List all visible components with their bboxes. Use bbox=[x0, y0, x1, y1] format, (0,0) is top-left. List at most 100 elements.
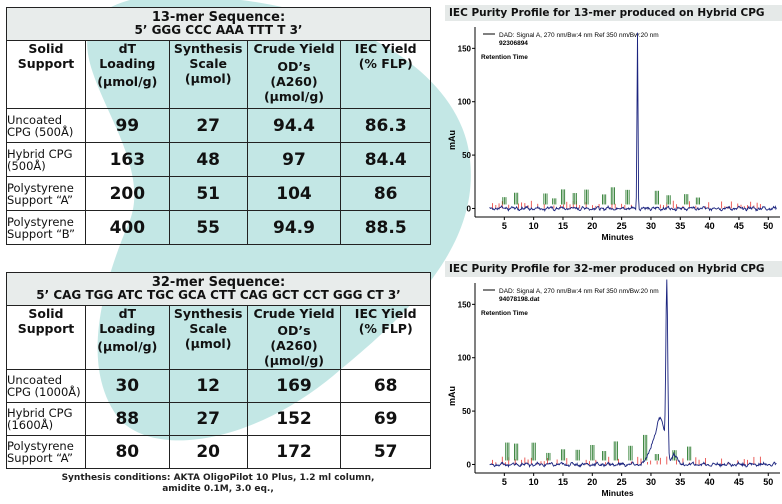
x-tick-label: 40 bbox=[705, 221, 715, 231]
loading-cell: 88 bbox=[84, 402, 170, 436]
peak-label bbox=[514, 443, 515, 461]
iec-cell: 86 bbox=[340, 176, 431, 211]
y-axis-label: mAu bbox=[447, 386, 457, 406]
peak-label bbox=[564, 449, 566, 461]
iec-cell: 57 bbox=[340, 435, 431, 469]
peak-label bbox=[666, 195, 668, 205]
crude-cell: 152 bbox=[246, 402, 342, 436]
col-header-scale: Synthesis Scale (µmol) bbox=[168, 305, 248, 370]
peak-label bbox=[506, 442, 508, 461]
peak-label bbox=[687, 194, 689, 205]
chart-title: IEC Purity Profile for 13-mer produced o… bbox=[445, 5, 782, 21]
support-cell: Polystyrene Support “B” bbox=[6, 210, 86, 245]
peak-label bbox=[690, 446, 692, 461]
x-tick-label: 5 bbox=[502, 477, 507, 487]
peak-label bbox=[574, 193, 576, 205]
peak-label bbox=[643, 434, 644, 461]
peak-label bbox=[699, 197, 700, 205]
peak-label bbox=[505, 442, 507, 461]
peak-label bbox=[605, 194, 607, 205]
x-tick-label: 5 bbox=[502, 221, 507, 231]
table-row: Polystyrene Support “B” 400 55 94.9 88.5 bbox=[6, 210, 431, 245]
retention-time-label: Retention Time bbox=[481, 54, 528, 61]
peak-label bbox=[593, 444, 595, 461]
col-header-iec-yield: IEC Yield (% FLP) bbox=[340, 40, 431, 109]
table-13mer: 13-mer Sequence: 5’ GGG CCC AAA TTT T 3’… bbox=[6, 7, 431, 245]
iec-cell: 86.3 bbox=[340, 108, 431, 143]
table-row: Hybrid CPG (1600Å) 88 27 152 69 bbox=[6, 402, 431, 436]
peak-label bbox=[616, 441, 618, 461]
x-tick-label: 20 bbox=[587, 477, 597, 487]
peak-label bbox=[587, 189, 589, 205]
support-cell: Polystyrene Support “A” bbox=[6, 176, 86, 211]
peak-labels bbox=[502, 187, 700, 205]
peak-label bbox=[514, 192, 515, 205]
peak-label bbox=[658, 190, 659, 205]
crude-cell: 169 bbox=[246, 369, 342, 403]
peak-label bbox=[603, 451, 605, 461]
crude-cell: 94.4 bbox=[246, 108, 342, 143]
peak-label bbox=[684, 194, 686, 205]
peak-label bbox=[627, 189, 628, 205]
y-tick-label: 0 bbox=[467, 204, 472, 213]
header-row: Solid Support dT Loading (µmol/g) Synthesis… bbox=[6, 305, 431, 370]
title-line: 32-mer Sequence: bbox=[151, 275, 286, 290]
peak-label bbox=[503, 197, 505, 205]
support-cell: Hybrid CPG (1600Å) bbox=[6, 402, 86, 436]
file-annotation: 94078198.dat bbox=[499, 296, 540, 303]
peak-label bbox=[697, 197, 699, 205]
peak-label bbox=[590, 444, 592, 461]
y-tick-label: 100 bbox=[458, 354, 472, 363]
file-annotation: 92306894 bbox=[499, 40, 528, 47]
signal-annotation: DAD: Signal A, 270 nm/Bw:4 nm Ref 350 nm… bbox=[499, 288, 659, 295]
peak-label bbox=[591, 444, 593, 461]
peak-label bbox=[610, 187, 612, 205]
support-cell: Polystyrene Support “A” bbox=[6, 435, 86, 469]
x-tick-label: 10 bbox=[529, 477, 539, 487]
peak-label bbox=[534, 442, 536, 461]
x-tick-label: 30 bbox=[646, 221, 656, 231]
loading-cell: 30 bbox=[84, 369, 170, 403]
peak-label bbox=[668, 195, 670, 205]
peak-label bbox=[515, 443, 517, 461]
peak-label bbox=[577, 449, 579, 461]
loading-cell: 163 bbox=[84, 142, 170, 177]
peak-label bbox=[544, 193, 546, 205]
col-header-iec-yield: IEC Yield (% FLP) bbox=[340, 305, 431, 370]
x-tick-label: 20 bbox=[587, 221, 597, 231]
table-32mer: 32-mer Sequence: 5’ CAG TGG ATC TGC GCA … bbox=[6, 272, 431, 469]
peak-label bbox=[543, 193, 545, 205]
crude-cell: 97 bbox=[246, 142, 342, 177]
loading-cell: 400 bbox=[84, 210, 170, 245]
support-cell: Uncoated CPG (1000Å) bbox=[6, 369, 86, 403]
peak-label bbox=[612, 187, 614, 205]
scale-cell: 51 bbox=[168, 176, 248, 211]
col-header-support: Solid Support bbox=[6, 305, 86, 370]
x-tick-label: 30 bbox=[646, 477, 656, 487]
x-axis-label: Minutes bbox=[601, 232, 633, 242]
retention-time-label: Retention Time bbox=[481, 310, 528, 317]
x-tick-label: 10 bbox=[529, 221, 539, 231]
chart-32mer: IEC Purity Profile for 32-mer produced o… bbox=[445, 261, 782, 501]
peak-labels bbox=[505, 434, 692, 461]
peak-label bbox=[628, 189, 630, 205]
y-tick-label: 50 bbox=[462, 151, 471, 160]
y-tick-label: 50 bbox=[462, 407, 471, 416]
col-header-crude-yield: Crude Yield OD’s (A260) (µmol/g) bbox=[246, 305, 342, 370]
peak-label bbox=[584, 189, 586, 205]
y-tick-label: 0 bbox=[467, 460, 472, 469]
iec-cell: 88.5 bbox=[340, 210, 431, 245]
peak-label bbox=[687, 446, 688, 461]
signal-annotation: DAD: Signal A, 270 nm/Bw:4 nm Ref 350 nm… bbox=[499, 32, 659, 39]
chart-title: IEC Purity Profile for 32-mer produced o… bbox=[445, 261, 782, 277]
y-axis-label: mAu bbox=[447, 130, 457, 150]
table-title: 32-mer Sequence: 5’ CAG TGG ATC TGC GCA … bbox=[6, 272, 431, 306]
peak-label bbox=[602, 451, 603, 461]
col-header-loading: dT Loading (µmol/g) bbox=[84, 305, 170, 370]
x-axis-label: Minutes bbox=[601, 488, 633, 498]
scale-cell: 27 bbox=[168, 108, 248, 143]
peak-label bbox=[654, 190, 656, 205]
peak-label bbox=[572, 193, 574, 205]
loading-cell: 80 bbox=[84, 435, 170, 469]
table-row: Uncoated CPG (500Å) 99 27 94.4 86.3 bbox=[6, 108, 431, 143]
